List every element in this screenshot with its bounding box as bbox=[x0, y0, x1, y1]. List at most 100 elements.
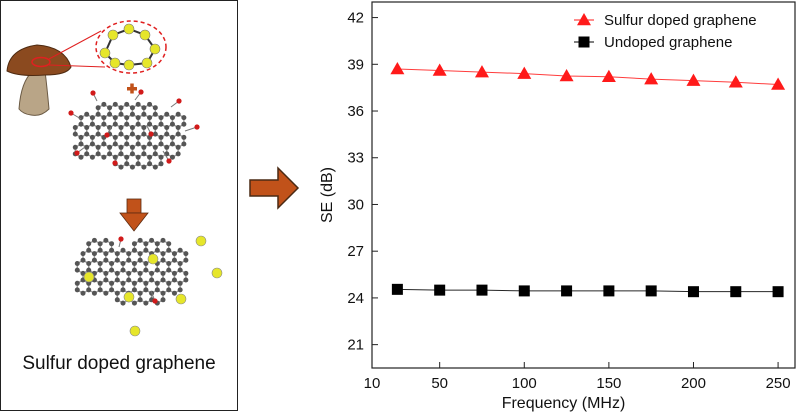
carbon-atom bbox=[118, 144, 124, 150]
carbon-atom bbox=[135, 121, 141, 127]
carbon-atom bbox=[72, 131, 78, 137]
carbon-atom bbox=[109, 267, 115, 273]
carbon-atom bbox=[154, 247, 160, 253]
carbon-atom bbox=[183, 270, 189, 276]
carbon-atom bbox=[120, 280, 126, 286]
carbon-atom bbox=[112, 141, 118, 147]
carbon-atom bbox=[120, 267, 126, 273]
carbon-atom bbox=[169, 134, 175, 140]
carbon-atom bbox=[109, 261, 115, 266]
carbon-atom bbox=[158, 161, 164, 167]
y-tick-label: 33 bbox=[347, 150, 364, 167]
oxygen-atom bbox=[112, 160, 118, 166]
carbon-atom bbox=[131, 287, 137, 293]
data-point bbox=[561, 285, 573, 297]
carbon-atom bbox=[97, 280, 103, 286]
carbon-atom bbox=[137, 257, 143, 263]
carbon-atom bbox=[154, 287, 160, 293]
carbon-atom bbox=[166, 241, 172, 247]
series-line bbox=[397, 288, 779, 293]
carbon-atom bbox=[154, 280, 160, 286]
data-point bbox=[771, 77, 786, 90]
carbon-atom bbox=[114, 290, 120, 296]
carbon-atom bbox=[171, 290, 177, 296]
carbon-atom bbox=[118, 131, 124, 137]
oxygen-atom bbox=[90, 90, 96, 96]
data-point bbox=[434, 284, 446, 296]
carbon-atom bbox=[166, 267, 172, 273]
carbon-atom bbox=[152, 111, 158, 117]
carbon-atom bbox=[126, 277, 132, 283]
data-point bbox=[518, 285, 530, 297]
carbon-atom bbox=[164, 125, 170, 130]
carbon-atom bbox=[114, 251, 120, 257]
y-axis-label: SE (dB) bbox=[319, 167, 336, 223]
carbon-atom bbox=[78, 115, 84, 121]
legend: Sulfur doped graphene Undoped graphene bbox=[574, 12, 757, 51]
carbon-atom bbox=[154, 267, 160, 273]
series-undoped bbox=[391, 283, 784, 298]
carbon-atom bbox=[154, 241, 160, 247]
scheme-caption: Sulfur doped graphene bbox=[22, 353, 216, 374]
carbon-atom bbox=[95, 125, 101, 130]
carbon-atom bbox=[97, 287, 103, 293]
carbon-atom bbox=[160, 237, 166, 243]
carbon-atom bbox=[135, 134, 141, 140]
carbon-atom bbox=[118, 111, 124, 117]
carbon-atom bbox=[109, 247, 115, 253]
graphene-oxide-sheet bbox=[68, 89, 200, 170]
legend-label: Undoped graphene bbox=[604, 34, 732, 51]
x-axis-label: Frequency (MHz) bbox=[502, 395, 626, 412]
carbon-atom bbox=[91, 290, 97, 296]
carbon-atom bbox=[114, 277, 120, 283]
carbon-atom bbox=[112, 134, 118, 140]
carbon-atom bbox=[183, 277, 189, 283]
oxygen-atom bbox=[74, 150, 80, 156]
carbon-atom bbox=[86, 247, 92, 253]
carbon-atom bbox=[112, 115, 118, 121]
carbon-atom bbox=[137, 270, 143, 276]
carbon-atom bbox=[181, 141, 187, 147]
carbon-atom bbox=[141, 125, 147, 130]
carbon-atom bbox=[89, 115, 95, 121]
carbon-atom bbox=[124, 115, 130, 121]
x-tick-label: 100 bbox=[512, 375, 537, 392]
carbon-atom bbox=[109, 280, 115, 286]
y-tick-label: 42 bbox=[347, 10, 364, 27]
carbon-atom bbox=[152, 131, 158, 137]
carbon-atom bbox=[103, 290, 109, 296]
carbon-atom bbox=[91, 257, 97, 263]
sulfur-atom bbox=[147, 253, 159, 265]
carbon-atom bbox=[166, 287, 172, 293]
series-line bbox=[397, 68, 779, 86]
carbon-atom bbox=[171, 270, 177, 276]
carbon-atom bbox=[141, 111, 147, 117]
carbon-atom bbox=[91, 237, 97, 243]
legend-marker bbox=[577, 13, 591, 26]
carbon-atom bbox=[84, 125, 90, 130]
carbon-atom bbox=[78, 121, 84, 127]
carbon-atom bbox=[147, 141, 153, 147]
carbon-atom bbox=[129, 151, 135, 157]
oxygen-atom bbox=[166, 158, 172, 164]
carbon-atom bbox=[158, 154, 164, 160]
legend-label: Sulfur doped graphene bbox=[604, 12, 757, 29]
carbon-atom bbox=[97, 247, 103, 253]
carbon-atom bbox=[152, 125, 158, 130]
carbon-atom bbox=[181, 121, 187, 127]
carbon-atom bbox=[143, 267, 149, 273]
data-point bbox=[645, 285, 657, 297]
y-tick-label: 36 bbox=[347, 103, 364, 120]
carbon-atom bbox=[137, 297, 143, 303]
carbon-atom bbox=[171, 251, 177, 257]
carbon-atom bbox=[101, 115, 107, 121]
y-tick-label: 39 bbox=[347, 56, 364, 73]
carbon-atom bbox=[149, 270, 155, 276]
carbon-atom bbox=[143, 280, 149, 286]
carbon-atom bbox=[74, 280, 80, 286]
carbon-atom bbox=[112, 101, 118, 107]
carbon-atom bbox=[169, 121, 175, 127]
data-point bbox=[390, 61, 405, 75]
carbon-atom bbox=[175, 111, 181, 117]
sulfur-atom bbox=[195, 235, 207, 247]
